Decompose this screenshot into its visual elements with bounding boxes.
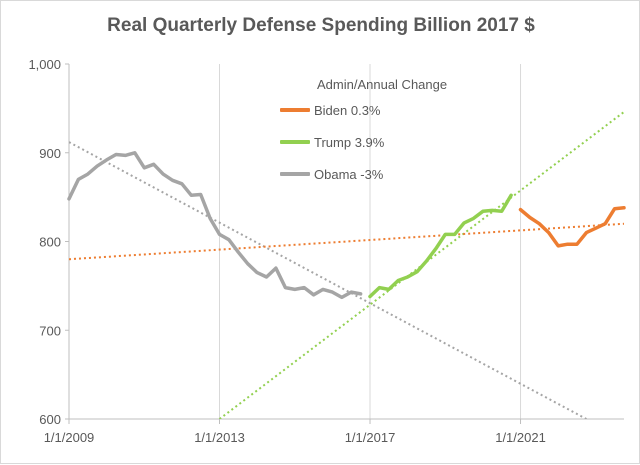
x-tick-label: 1/1/2021	[495, 430, 546, 445]
trendline-biden	[69, 222, 624, 261]
y-tick-label: 800	[39, 235, 61, 250]
y-tick-label: 1,000	[28, 57, 61, 72]
y-tick-label: 700	[39, 323, 61, 338]
x-tick-label: 1/1/2009	[44, 430, 95, 445]
legend-title: Admin/Annual Change	[317, 77, 448, 92]
series-line-biden	[518, 206, 626, 248]
y-tick-label: 900	[39, 146, 61, 161]
x-tick-label: 1/1/2013	[194, 430, 245, 445]
legend-label-biden: Biden 0.3%	[314, 102, 381, 118]
chart-title: Real Quarterly Defense Spending Billion …	[107, 15, 535, 36]
x-tick-label: 1/1/2017	[345, 430, 396, 445]
legend: Admin/Annual Change Biden 0.3% Trump 3.9…	[280, 77, 448, 198]
legend-item-biden: Biden 0.3%	[280, 102, 447, 118]
y-tick-label: 600	[39, 412, 61, 427]
series-line-trump	[368, 193, 513, 299]
legend-label-trump: Trump 3.9%	[314, 134, 385, 150]
legend-swatch-trump	[280, 140, 310, 144]
legend-label-obama: Obama -3%	[314, 166, 384, 182]
legend-item-trump: Trump 3.9%	[280, 134, 447, 150]
series-line-obama	[67, 151, 363, 300]
legend-swatch-obama	[280, 172, 310, 176]
legend-swatch-biden	[280, 108, 310, 112]
legend-item-obama: Obama -3%	[280, 166, 447, 182]
